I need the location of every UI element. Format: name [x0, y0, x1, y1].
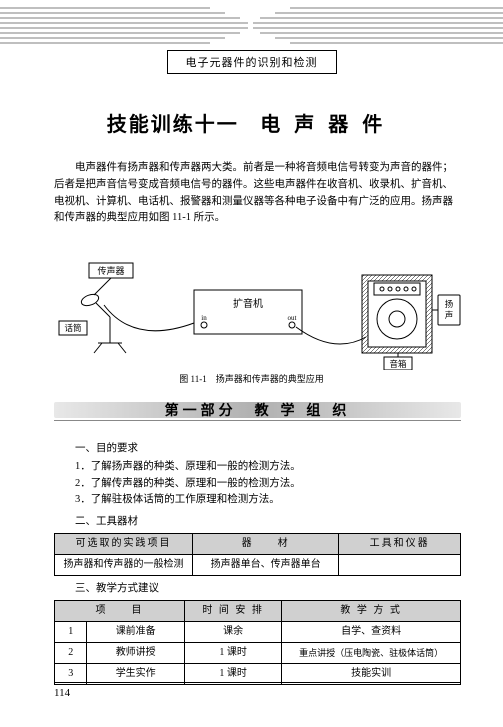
- obj-2: 2．了解传声器的种类、原理和一般的检测方法。: [54, 476, 461, 493]
- method-table: 项 目 时 间 安 排 教 学 方 式 1 课前准备 课余 自学、查资料 2 教…: [54, 600, 461, 685]
- table-row: 可选取的实践项目 器 材 工具和仪器: [55, 533, 461, 554]
- td: 教师讲授: [87, 642, 184, 663]
- table-row: 2 教师讲授 1 课时 重点讲授（压电陶瓷、驻极体话筒）: [55, 642, 461, 663]
- amp-out: out: [288, 314, 297, 322]
- td: 课余: [184, 621, 281, 642]
- heading-method: 三、教学方式建议: [54, 580, 461, 597]
- table-row: 扬声器和传声器的一般检测 扬声器单台、传声器单台: [55, 554, 461, 575]
- obj-1: 1．了解扬声器的种类、原理和一般的检测方法。: [54, 459, 461, 476]
- table-row: 1 课前准备 课余 自学、查资料: [55, 621, 461, 642]
- section-1-banner: 第一部分 教 学 组 织: [54, 402, 461, 424]
- body-content: 一、目的要求 1．了解扬声器的种类、原理和一般的检测方法。 2．了解传声器的种类…: [54, 436, 461, 688]
- td: 自学、查资料: [282, 621, 461, 642]
- amp-in: in: [201, 314, 207, 322]
- chapter-title-a: 技能训练十一: [107, 114, 239, 136]
- cabinet-label: 音箱: [389, 359, 407, 369]
- th-1: 可选取的实践项目: [55, 533, 193, 554]
- td: 重点讲授（压电陶瓷、驻极体话筒）: [282, 642, 461, 663]
- th-3: 教 学 方 式: [282, 600, 461, 621]
- intro-paragraph: 电声器件有扬声器和传声器两大类。前者是一种将音频电信号转变为声音的器件；后者是把…: [54, 160, 461, 227]
- heading-tools: 二、工具器材: [54, 513, 461, 530]
- heading-objectives: 一、目的要求: [54, 440, 461, 457]
- td: [339, 554, 461, 575]
- td: 扬声器和传声器的一般检测: [55, 554, 193, 575]
- page-number: 114: [54, 687, 70, 699]
- th-1: 项 目: [55, 600, 185, 621]
- section-1-title: 第一部分 教 学 组 织: [165, 400, 351, 420]
- td: 1: [55, 621, 87, 642]
- tools-table: 可选取的实践项目 器 材 工具和仪器 扬声器和传声器的一般检测 扬声器单台、传声…: [54, 533, 461, 576]
- chapter-title-b: 电声器件: [260, 114, 396, 136]
- chapter-title: 技能训练十一 电声器件: [0, 108, 503, 137]
- book-title: 电子元器件的识别和检测: [167, 50, 337, 74]
- th-3: 工具和仪器: [339, 533, 461, 554]
- th-2: 器 材: [193, 533, 339, 554]
- obj-3: 3．了解驻极体话筒的工作原理和检测方法。: [54, 492, 461, 509]
- amp-label: 扩音机: [233, 297, 263, 310]
- td: 2: [55, 642, 87, 663]
- table-row: 项 目 时 间 安 排 教 学 方 式: [55, 600, 461, 621]
- td: 1 课时: [184, 642, 281, 663]
- figure-11-1: 传声器 话筒 扩音机 in out 扬 声: [54, 245, 461, 370]
- td: 课前准备: [87, 621, 184, 642]
- speaker-label-1: 扬: [445, 299, 454, 309]
- footer-rule: [54, 682, 461, 683]
- figure-caption: 图 11-1 扬声器和传声器的典型应用: [0, 372, 503, 385]
- th-2: 时 间 安 排: [184, 600, 281, 621]
- td: 扬声器单台、传声器单台: [193, 554, 339, 575]
- mic-label: 话筒: [64, 323, 81, 333]
- speaker-label-2: 声: [445, 310, 454, 320]
- mic-box-label: 传声器: [97, 265, 124, 276]
